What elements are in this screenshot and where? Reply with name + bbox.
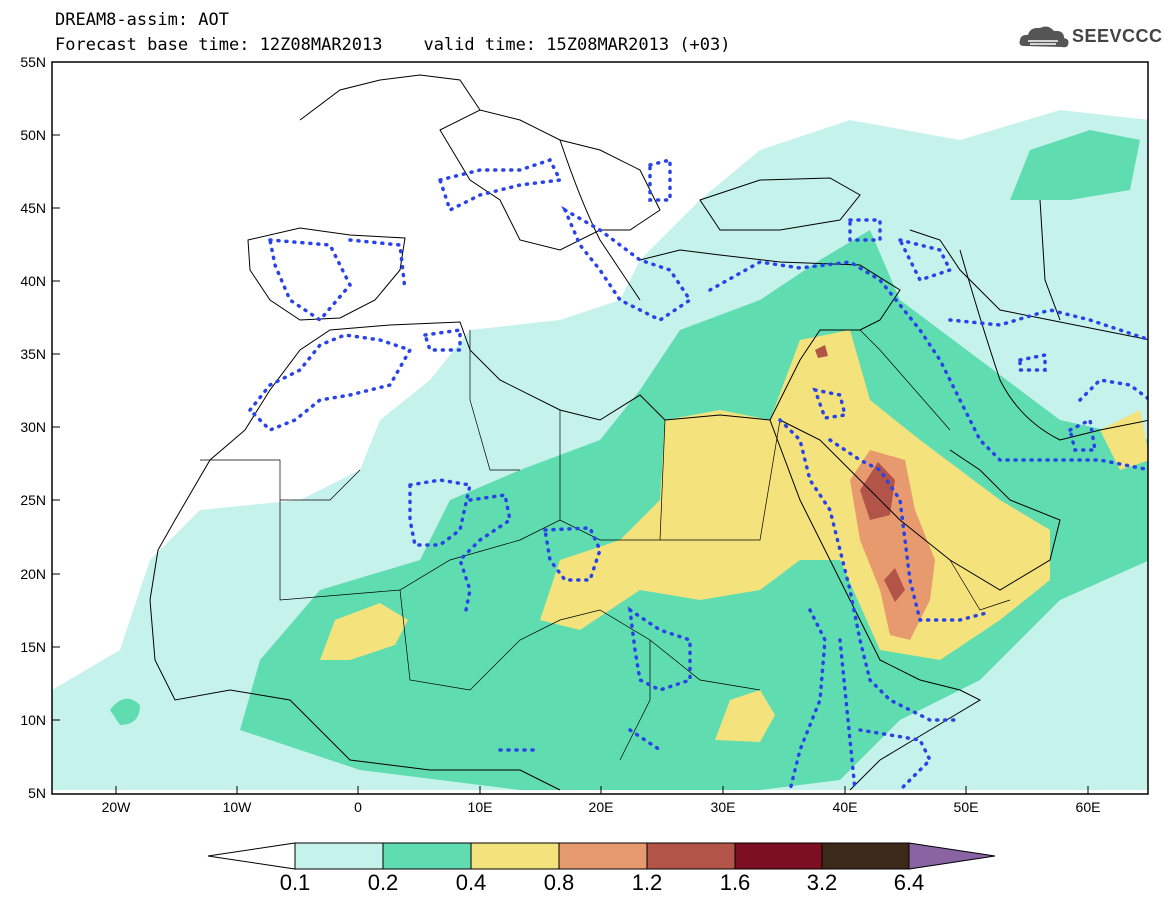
lon-label: 10W [222,799,252,815]
lat-label: 45N [20,200,46,216]
aot-region-high-e [1100,410,1148,470]
colorbar-label: 1.6 [719,870,751,895]
lon-label: 30E [710,799,736,815]
colorbar-label: 6.4 [893,870,925,895]
aot-region-high-w [320,603,408,660]
lat-label: 35N [20,346,46,362]
colorbar-bin [646,842,736,870]
colorbar-bin [382,842,472,870]
colorbar-bin [558,842,648,870]
lat-label: 25N [20,492,46,508]
assimilation-contours [247,157,1148,792]
axis-ticks [52,61,1089,794]
colorbar-lower-arrow [207,842,296,870]
lat-label: 20N [20,566,46,582]
aot-region-extreme [860,462,895,520]
forecast-time-label: Forecast base time: 12Z08MAR2013 valid t… [55,35,731,55]
colorbar-label: 0.2 [367,870,399,895]
colorbar-bin [821,842,910,870]
lon-label: 60E [1075,799,1101,815]
lon-label: 50E [953,799,979,815]
lon-label: 20E [588,799,614,815]
aot-region-mid-w [110,698,140,725]
lat-label: 40N [20,273,46,289]
colorbar-upper-arrow [908,842,996,870]
lat-label: 5N [28,785,46,801]
lat-label: 15N [20,639,46,655]
colorbar-bin [294,842,384,870]
lat-label: 30N [20,419,46,435]
colorbar-bin [734,842,823,870]
aot-region-extreme-n [815,345,828,358]
lat-label: 50N [20,127,46,143]
colorbar-label: 1.2 [631,870,663,895]
borders [200,329,1011,761]
lat-label: 55N [20,54,46,70]
lon-label: 20W [101,799,131,815]
colorbar-label: 0.8 [543,870,575,895]
lat-label: 10N [20,712,46,728]
cloud-icon [1019,26,1069,48]
logo-text: SEEVCCC [1072,26,1163,46]
lon-label: 0 [354,799,362,815]
lon-label: 10E [467,799,493,815]
map-title: DREAM8-assim: AOT [55,10,229,30]
seevccc-logo: SEEVCCC [1018,22,1162,52]
colorbar-bin [470,842,560,870]
lon-label: 40E [832,799,858,815]
colorbar [207,842,996,870]
coastlines [149,74,1148,791]
aot-region-high-s [715,690,775,742]
colorbar-label: 0.4 [455,870,487,895]
aot-region-mid-ne [1010,130,1140,200]
map-frame [51,61,1149,795]
aot-field [52,74,1148,792]
colorbar-label: 3.2 [806,870,838,895]
colorbar-label: 0.1 [279,870,311,895]
aot-region-extreme-s [884,568,905,602]
